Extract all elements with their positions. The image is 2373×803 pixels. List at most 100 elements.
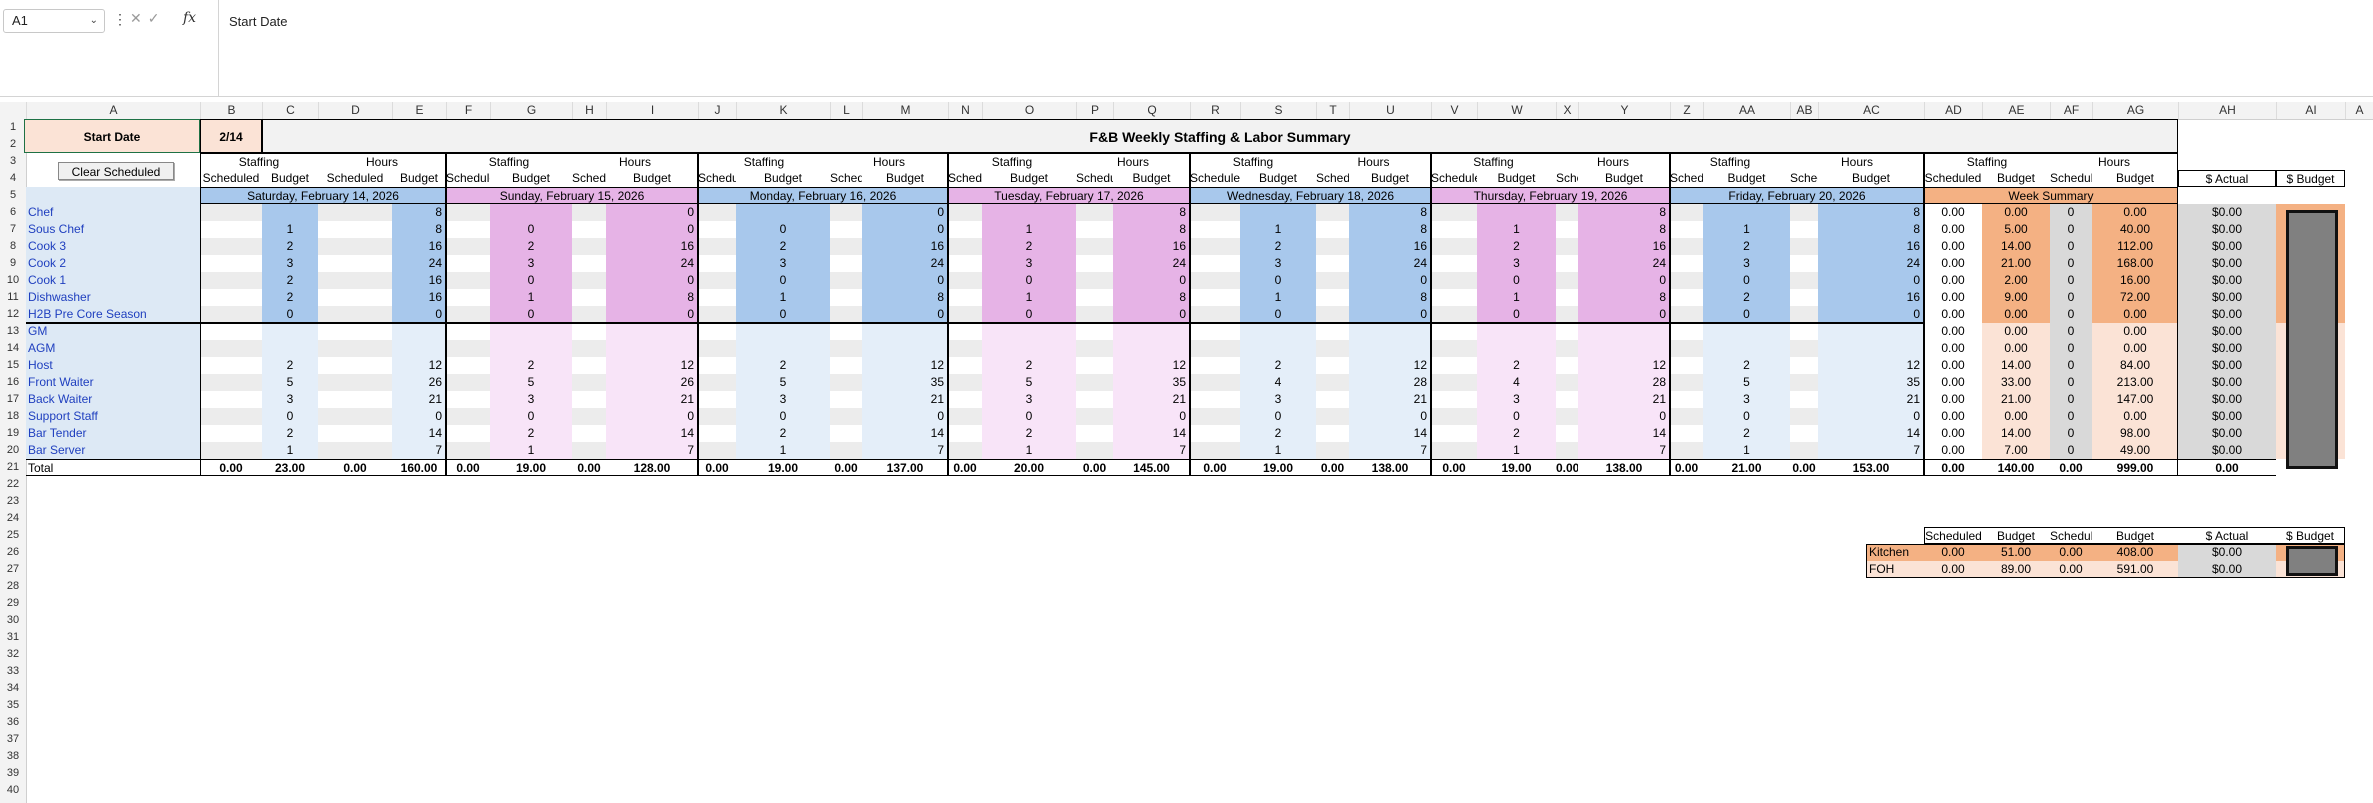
- scheduled-cell[interactable]: [200, 425, 262, 442]
- scheduled-cell[interactable]: [318, 425, 392, 442]
- scheduled-cell[interactable]: [1556, 442, 1578, 459]
- scheduled-cell[interactable]: [1316, 272, 1349, 289]
- summary-cell[interactable]: 0.00: [1924, 272, 1982, 289]
- staff-budget-cell[interactable]: 2: [736, 357, 830, 374]
- dept-cell[interactable]: $0.00: [2178, 561, 2276, 578]
- row-header[interactable]: 13: [6, 325, 20, 337]
- dept-cell[interactable]: 89.00: [1982, 561, 2050, 578]
- scheduled-cell[interactable]: [1431, 425, 1477, 442]
- scheduled-cell[interactable]: [1316, 408, 1349, 425]
- summary-cell[interactable]: 147.00: [2092, 391, 2178, 408]
- column-header[interactable]: AF: [2050, 102, 2092, 119]
- staff-budget-cell[interactable]: 0: [736, 306, 830, 323]
- staff-budget-cell[interactable]: 0: [1477, 306, 1556, 323]
- scheduled-cell[interactable]: [200, 391, 262, 408]
- staff-budget-cell[interactable]: 1: [490, 442, 572, 459]
- clear-scheduled-button[interactable]: Clear Scheduled: [58, 162, 174, 180]
- summary-cell[interactable]: 0.00: [1924, 289, 1982, 306]
- scheduled-cell[interactable]: [1790, 442, 1818, 459]
- staff-budget-cell[interactable]: 3: [1477, 391, 1556, 408]
- scheduled-cell[interactable]: [1190, 238, 1240, 255]
- summary-cell[interactable]: 0: [2050, 306, 2092, 323]
- summary-cell[interactable]: 72.00: [2092, 289, 2178, 306]
- staff-budget-cell[interactable]: 3: [490, 255, 572, 272]
- hours-budget-cell[interactable]: 16: [392, 289, 446, 306]
- hours-budget-cell[interactable]: 0: [1349, 272, 1431, 289]
- staff-budget-cell[interactable]: 3: [982, 391, 1076, 408]
- row-header[interactable]: 31: [6, 631, 20, 643]
- summary-cell[interactable]: 14.00: [1982, 238, 2050, 255]
- scheduled-cell[interactable]: [1076, 323, 1113, 340]
- hours-budget-cell[interactable]: 0: [392, 306, 446, 323]
- staff-budget-cell[interactable]: [490, 340, 572, 357]
- row-header[interactable]: 40: [6, 784, 20, 796]
- hours-budget-cell[interactable]: 14: [1113, 425, 1190, 442]
- row-header[interactable]: 17: [6, 393, 20, 405]
- scheduled-cell[interactable]: [1670, 221, 1703, 238]
- summary-cell[interactable]: 0: [2050, 272, 2092, 289]
- staff-budget-cell[interactable]: 5: [490, 374, 572, 391]
- staff-budget-cell[interactable]: 4: [1477, 374, 1556, 391]
- scheduled-cell[interactable]: [830, 408, 862, 425]
- scheduled-cell[interactable]: [572, 340, 606, 357]
- scheduled-cell[interactable]: [1790, 306, 1818, 323]
- scheduled-cell[interactable]: [1556, 306, 1578, 323]
- hours-budget-cell[interactable]: 7: [1818, 442, 1924, 459]
- scheduled-cell[interactable]: [318, 255, 392, 272]
- staff-budget-cell[interactable]: [1240, 323, 1316, 340]
- hours-budget-cell[interactable]: 12: [1113, 357, 1190, 374]
- hours-budget-cell[interactable]: 0: [392, 408, 446, 425]
- scheduled-cell[interactable]: [830, 221, 862, 238]
- hours-budget-cell[interactable]: 16: [392, 238, 446, 255]
- summary-cell[interactable]: 0: [2050, 238, 2092, 255]
- actual-cell[interactable]: $0.00: [2178, 221, 2276, 238]
- actual-cell[interactable]: $0.00: [2178, 340, 2276, 357]
- insert-function-icon[interactable]: fx: [183, 10, 197, 26]
- scheduled-cell[interactable]: [446, 255, 490, 272]
- staff-budget-cell[interactable]: 3: [262, 391, 318, 408]
- scheduled-cell[interactable]: [1431, 374, 1477, 391]
- scheduled-cell[interactable]: [1790, 340, 1818, 357]
- staff-budget-cell[interactable]: 2: [1703, 289, 1790, 306]
- scheduled-cell[interactable]: [1556, 221, 1578, 238]
- scheduled-cell[interactable]: [1190, 289, 1240, 306]
- summary-cell[interactable]: 168.00: [2092, 255, 2178, 272]
- summary-cell[interactable]: 84.00: [2092, 357, 2178, 374]
- summary-cell[interactable]: 14.00: [1982, 357, 2050, 374]
- hours-budget-cell[interactable]: 8: [1578, 289, 1670, 306]
- hours-budget-cell[interactable]: 35: [862, 374, 948, 391]
- scheduled-cell[interactable]: [698, 255, 736, 272]
- scheduled-cell[interactable]: [1790, 221, 1818, 238]
- scheduled-cell[interactable]: [1670, 442, 1703, 459]
- hours-budget-cell[interactable]: 0: [1578, 408, 1670, 425]
- staff-budget-cell[interactable]: 2: [262, 357, 318, 374]
- hours-budget-cell[interactable]: 21: [1578, 391, 1670, 408]
- column-header[interactable]: Q: [1113, 102, 1190, 119]
- summary-cell[interactable]: 0: [2050, 374, 2092, 391]
- row-header[interactable]: 7: [9, 223, 17, 235]
- staff-budget-cell[interactable]: 3: [1240, 255, 1316, 272]
- summary-cell[interactable]: 0.00: [1982, 323, 2050, 340]
- row-header[interactable]: 4: [9, 172, 17, 184]
- hours-budget-cell[interactable]: [1818, 323, 1924, 340]
- summary-cell[interactable]: 0.00: [2092, 204, 2178, 221]
- scheduled-cell[interactable]: [1190, 374, 1240, 391]
- column-header[interactable]: AE: [1982, 102, 2050, 119]
- scheduled-cell[interactable]: [1790, 238, 1818, 255]
- staff-budget-cell[interactable]: 0: [736, 221, 830, 238]
- row-header[interactable]: 24: [6, 512, 20, 524]
- staff-budget-cell[interactable]: 3: [1703, 255, 1790, 272]
- staff-budget-cell[interactable]: 1: [1477, 442, 1556, 459]
- row-header[interactable]: 27: [6, 563, 20, 575]
- column-header[interactable]: G: [490, 102, 572, 119]
- hours-budget-cell[interactable]: 0: [1818, 408, 1924, 425]
- scheduled-cell[interactable]: [948, 289, 982, 306]
- row-header[interactable]: 26: [6, 546, 20, 558]
- hours-budget-cell[interactable]: 0: [1113, 272, 1190, 289]
- summary-cell[interactable]: 0.00: [1924, 221, 1982, 238]
- hours-budget-cell[interactable]: 0: [1349, 306, 1431, 323]
- column-header[interactable]: O: [982, 102, 1076, 119]
- scheduled-cell[interactable]: [830, 272, 862, 289]
- hours-budget-cell[interactable]: 35: [1113, 374, 1190, 391]
- staff-budget-cell[interactable]: 3: [490, 391, 572, 408]
